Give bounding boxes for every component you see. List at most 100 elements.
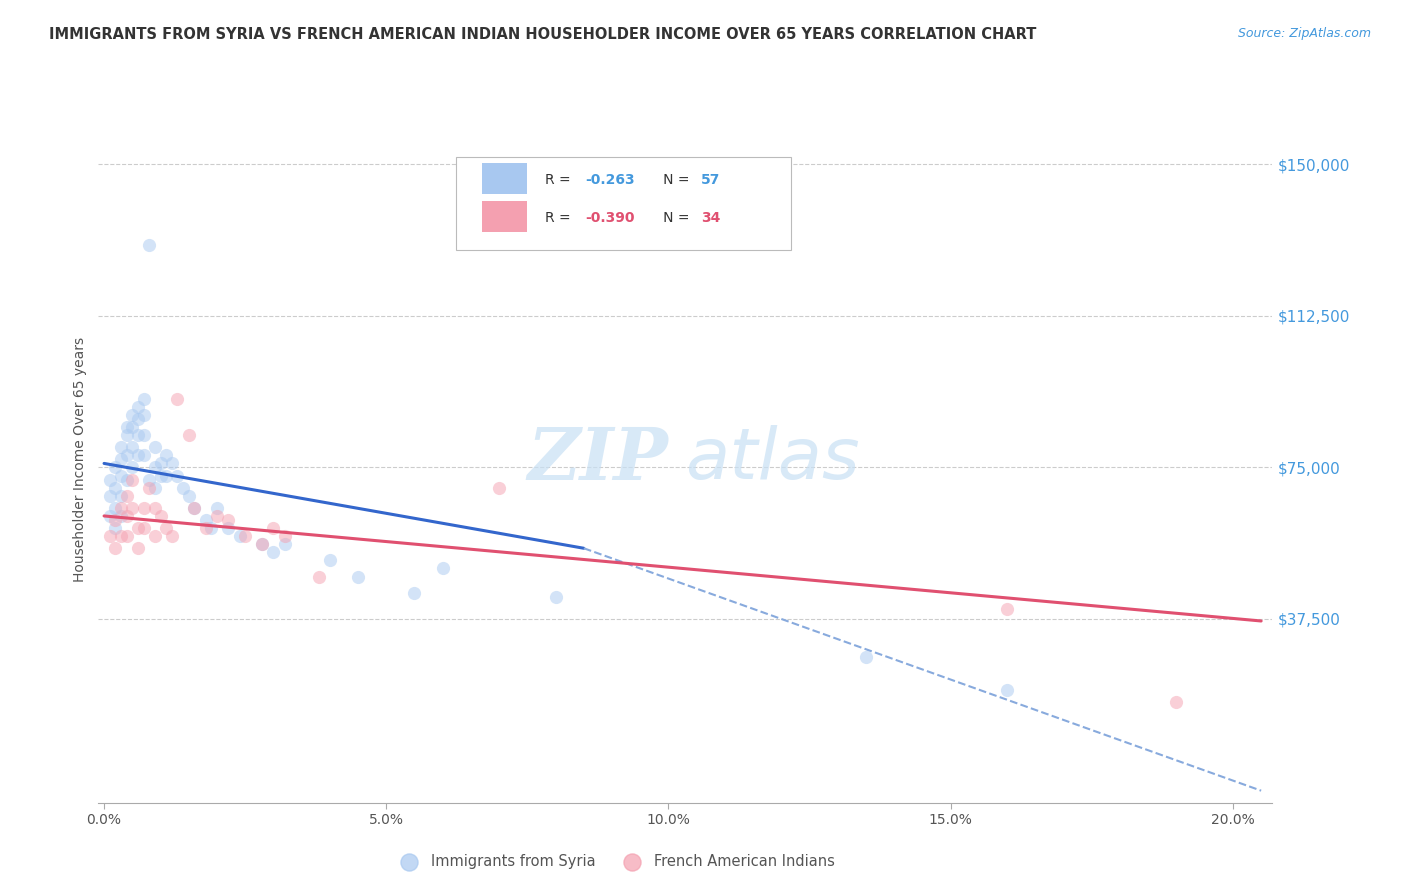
Text: 57: 57 xyxy=(700,173,720,187)
Text: ZIP: ZIP xyxy=(527,424,668,495)
Point xyxy=(200,521,222,535)
Point xyxy=(166,468,188,483)
Point xyxy=(138,481,160,495)
Point xyxy=(183,500,205,515)
Point xyxy=(177,428,200,442)
Point xyxy=(166,392,188,406)
Point xyxy=(262,521,284,535)
Point xyxy=(127,400,149,414)
Point xyxy=(995,602,1018,616)
Point xyxy=(143,529,166,543)
Point xyxy=(404,585,426,599)
Point xyxy=(432,561,454,575)
Point xyxy=(104,541,127,556)
Point xyxy=(127,412,149,426)
Point xyxy=(110,489,132,503)
Text: R =: R = xyxy=(544,211,575,225)
Point xyxy=(110,500,132,515)
Point xyxy=(250,537,273,551)
Text: 34: 34 xyxy=(700,211,720,225)
Point xyxy=(177,489,200,503)
Point xyxy=(121,440,143,454)
Point xyxy=(104,521,127,535)
Point xyxy=(110,452,132,467)
Text: IMMIGRANTS FROM SYRIA VS FRENCH AMERICAN INDIAN HOUSEHOLDER INCOME OVER 65 YEARS: IMMIGRANTS FROM SYRIA VS FRENCH AMERICAN… xyxy=(49,27,1036,42)
Point xyxy=(104,460,127,475)
Point xyxy=(160,529,183,543)
Text: atlas: atlas xyxy=(686,425,860,494)
Point xyxy=(183,500,205,515)
Point xyxy=(132,408,155,422)
FancyBboxPatch shape xyxy=(482,163,527,194)
Point xyxy=(110,508,132,523)
Point xyxy=(143,481,166,495)
Y-axis label: Householder Income Over 65 years: Householder Income Over 65 years xyxy=(73,337,87,582)
Point xyxy=(132,500,155,515)
Point xyxy=(98,489,121,503)
Point xyxy=(127,448,149,462)
Point xyxy=(149,457,172,471)
Text: -0.390: -0.390 xyxy=(586,211,636,225)
FancyBboxPatch shape xyxy=(482,202,527,232)
Point xyxy=(127,521,149,535)
Point xyxy=(250,537,273,551)
Text: N =: N = xyxy=(650,211,695,225)
Point xyxy=(143,440,166,454)
Text: -0.263: -0.263 xyxy=(586,173,636,187)
Point xyxy=(98,529,121,543)
Point xyxy=(98,508,121,523)
Point xyxy=(132,448,155,462)
Point xyxy=(110,468,132,483)
Point xyxy=(319,553,342,567)
Point xyxy=(273,537,295,551)
Point xyxy=(155,448,177,462)
Text: Source: ZipAtlas.com: Source: ZipAtlas.com xyxy=(1237,27,1371,40)
Point xyxy=(233,529,256,543)
Point xyxy=(138,473,160,487)
Point xyxy=(121,420,143,434)
Point xyxy=(115,428,138,442)
Point xyxy=(121,460,143,475)
Point xyxy=(143,460,166,475)
Point xyxy=(228,529,250,543)
Point xyxy=(488,481,510,495)
Point xyxy=(149,468,172,483)
Point xyxy=(121,473,143,487)
FancyBboxPatch shape xyxy=(457,157,792,250)
Point xyxy=(138,238,160,252)
Point xyxy=(143,500,166,515)
Point xyxy=(308,569,330,583)
Point xyxy=(995,682,1018,697)
Point xyxy=(115,489,138,503)
Point xyxy=(115,448,138,462)
Point xyxy=(115,508,138,523)
Point xyxy=(121,408,143,422)
Point xyxy=(262,545,284,559)
Point xyxy=(110,440,132,454)
Point xyxy=(149,508,172,523)
Point xyxy=(132,521,155,535)
Point xyxy=(98,473,121,487)
Point xyxy=(121,500,143,515)
Point xyxy=(132,428,155,442)
Point xyxy=(110,529,132,543)
Legend: Immigrants from Syria, French American Indians: Immigrants from Syria, French American I… xyxy=(389,847,841,874)
Point xyxy=(347,569,370,583)
Point xyxy=(104,500,127,515)
Point xyxy=(217,513,239,527)
Point xyxy=(115,473,138,487)
Point xyxy=(194,521,217,535)
Point xyxy=(205,508,228,523)
Text: R =: R = xyxy=(544,173,575,187)
Point xyxy=(104,481,127,495)
Point xyxy=(217,521,239,535)
Point xyxy=(127,428,149,442)
Point xyxy=(1166,695,1188,709)
Point xyxy=(194,513,217,527)
Point xyxy=(273,529,295,543)
Point xyxy=(160,457,183,471)
Point xyxy=(155,468,177,483)
Point xyxy=(115,420,138,434)
Point xyxy=(172,481,194,495)
Point xyxy=(155,521,177,535)
